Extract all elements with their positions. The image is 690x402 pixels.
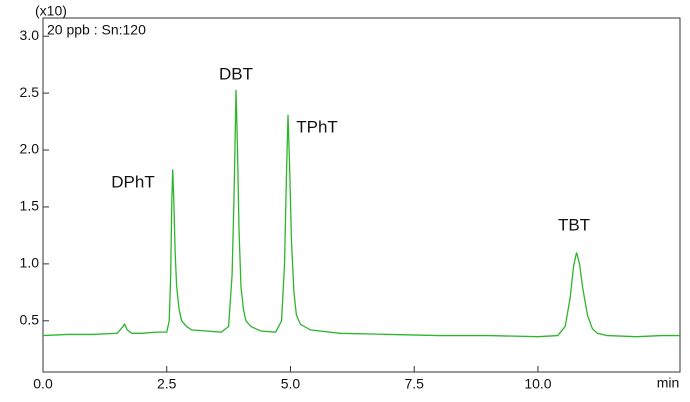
y-tick-label: 2.5	[20, 84, 40, 100]
peak-label: TPhT	[296, 117, 338, 136]
peak-label: DBT	[219, 64, 253, 83]
x-tick-label: 5.0	[281, 376, 301, 392]
y-tick-label: 0.5	[20, 311, 40, 327]
x-unit: min	[657, 375, 680, 391]
legend-label: 20 ppb : Sn:120	[47, 22, 146, 38]
peak-label: DPhT	[111, 172, 154, 191]
x-tick-label: 2.5	[157, 376, 177, 392]
y-tick-label: 2.0	[20, 141, 40, 157]
y-multiplier: (x10)	[35, 3, 67, 19]
peak-label: TBT	[558, 215, 590, 234]
x-tick-label: 0.0	[33, 376, 53, 392]
y-tick-label: 3.0	[20, 27, 40, 43]
trace	[42, 89, 680, 338]
plot-frame	[42, 17, 681, 373]
y-tick-label: 1.5	[20, 198, 40, 214]
x-tick-label: 7.5	[404, 376, 424, 392]
x-tick-label: 10.0	[524, 376, 551, 392]
y-tick-label: 1.0	[20, 255, 40, 271]
